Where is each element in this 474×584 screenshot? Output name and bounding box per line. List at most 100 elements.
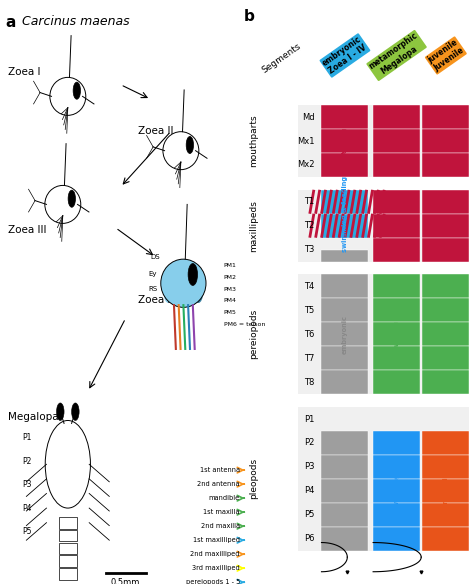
Text: reproduction: reproduction: [443, 467, 449, 515]
Text: P6: P6: [304, 534, 314, 543]
Ellipse shape: [164, 281, 173, 303]
Text: RS: RS: [148, 286, 157, 292]
Bar: [373, 479, 420, 503]
Text: P5: P5: [304, 510, 314, 519]
Text: swimming: swimming: [393, 472, 400, 510]
Text: 2nd antenna: 2nd antenna: [197, 481, 240, 487]
Bar: [321, 250, 368, 262]
Text: T8: T8: [304, 378, 314, 387]
Bar: [373, 527, 420, 551]
Text: P3: P3: [23, 480, 32, 489]
Bar: [321, 190, 368, 214]
Bar: [59, 517, 77, 529]
Bar: [321, 527, 368, 551]
Bar: [321, 153, 368, 177]
Ellipse shape: [186, 281, 196, 303]
Text: Zoea I: Zoea I: [8, 67, 40, 77]
Bar: [321, 298, 368, 322]
Text: DS: DS: [151, 254, 160, 260]
Ellipse shape: [45, 186, 81, 224]
Text: Md: Md: [302, 113, 314, 121]
Text: P5: P5: [23, 527, 32, 536]
Bar: [321, 274, 368, 298]
Text: juvenile
Juvenile: juvenile Juvenile: [426, 37, 465, 74]
Text: 3rd maxilliped: 3rd maxilliped: [192, 565, 240, 571]
Text: 2nd maxilla: 2nd maxilla: [201, 523, 240, 529]
Bar: [422, 129, 469, 153]
Text: T2: T2: [304, 221, 314, 230]
Text: P1: P1: [304, 415, 314, 423]
Ellipse shape: [163, 132, 199, 170]
Bar: [422, 346, 469, 370]
Bar: [422, 105, 469, 129]
Bar: [422, 322, 469, 346]
Text: Mx1: Mx1: [297, 137, 314, 145]
Text: PM5: PM5: [224, 310, 237, 315]
Ellipse shape: [73, 82, 81, 99]
Ellipse shape: [68, 190, 75, 207]
Bar: [422, 455, 469, 479]
Bar: [422, 274, 469, 298]
Bar: [59, 568, 77, 580]
Text: walking: walking: [393, 320, 400, 349]
Text: T3: T3: [304, 245, 314, 254]
Bar: [422, 298, 469, 322]
Bar: [321, 479, 368, 503]
Bar: [59, 543, 77, 554]
Text: Megalopa: Megalopa: [8, 412, 58, 422]
Ellipse shape: [194, 281, 203, 303]
Bar: [321, 214, 368, 238]
Text: maxillipeds: maxillipeds: [249, 200, 258, 252]
Bar: [321, 105, 368, 129]
Ellipse shape: [186, 137, 193, 154]
Bar: [373, 322, 420, 346]
Ellipse shape: [161, 259, 206, 307]
Bar: [422, 370, 469, 394]
Bar: [59, 555, 77, 567]
Bar: [321, 129, 368, 153]
Bar: [321, 431, 368, 455]
Text: Zoea II: Zoea II: [138, 126, 173, 135]
Ellipse shape: [179, 281, 188, 303]
Text: PM6 = telson: PM6 = telson: [224, 322, 265, 326]
Bar: [321, 370, 368, 394]
Text: T7: T7: [304, 354, 314, 363]
Text: mouthparts: mouthparts: [249, 114, 258, 168]
Text: 1st maxilliped: 1st maxilliped: [193, 537, 240, 543]
Text: P1: P1: [23, 433, 32, 443]
Ellipse shape: [72, 403, 79, 420]
Bar: [422, 238, 469, 262]
Bar: [298, 190, 469, 262]
Ellipse shape: [45, 420, 91, 508]
Text: P4: P4: [304, 486, 314, 495]
Text: PM4: PM4: [224, 298, 237, 303]
Ellipse shape: [171, 281, 181, 303]
Text: PM2: PM2: [224, 275, 237, 280]
Bar: [422, 503, 469, 527]
Bar: [422, 214, 469, 238]
Ellipse shape: [188, 263, 198, 286]
Bar: [59, 530, 77, 541]
Bar: [422, 479, 469, 503]
Text: embryonic
Zoea I - IV: embryonic Zoea I - IV: [321, 34, 369, 77]
Ellipse shape: [50, 78, 86, 116]
Text: Carcinus maenas: Carcinus maenas: [21, 15, 129, 27]
Text: PM1: PM1: [224, 263, 237, 268]
Bar: [321, 503, 368, 527]
Bar: [422, 527, 469, 551]
Bar: [373, 129, 420, 153]
Text: T1: T1: [304, 197, 314, 206]
Bar: [422, 431, 469, 455]
Bar: [373, 274, 420, 298]
Bar: [422, 153, 469, 177]
Text: Ey: Ey: [148, 272, 157, 277]
Text: feeding: feeding: [342, 127, 348, 155]
Text: P2: P2: [304, 439, 314, 447]
Text: P3: P3: [304, 463, 314, 471]
Text: 2nd maxilliped: 2nd maxilliped: [191, 551, 240, 557]
Text: a: a: [5, 15, 15, 30]
Text: Segments: Segments: [260, 41, 303, 75]
Bar: [298, 105, 469, 177]
Text: T6: T6: [304, 330, 314, 339]
Text: pereiopods 1 - 5: pereiopods 1 - 5: [185, 579, 240, 584]
